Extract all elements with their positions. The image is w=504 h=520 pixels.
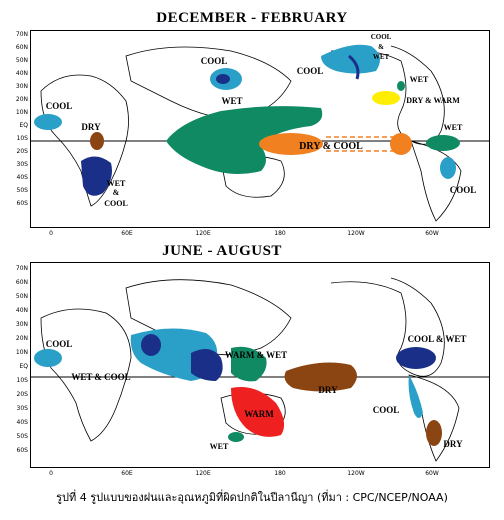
region-dry-cool-sa-coast — [390, 133, 412, 155]
region-wet-gulf — [397, 81, 405, 91]
lat-tick: 40N — [15, 307, 28, 314]
label-amp: & — [378, 43, 384, 51]
lat-tick: 20N — [15, 335, 28, 342]
region-wet-cool-seasia — [191, 349, 223, 381]
lon-tick: 60W — [425, 470, 439, 477]
lat-tick: 50S — [16, 187, 28, 194]
label-cool: COOL — [201, 56, 228, 66]
lon-tick: 0 — [49, 470, 53, 477]
figure-caption: รูปที่ 4 รูปแบบของฝนและอุณหภูมิที่ผิดปกต… — [56, 491, 448, 504]
region-warm-wet — [231, 346, 267, 382]
lat-tick: 10N — [15, 109, 28, 116]
label-wet: WET — [107, 179, 126, 188]
region-dry-warm-se — [372, 91, 400, 105]
lat-tick: 40N — [15, 70, 28, 77]
label-cool: COOL — [46, 339, 73, 349]
lat-tick: EQ — [19, 363, 28, 370]
label-wet: WET — [210, 442, 229, 451]
lat-tick: 40S — [16, 174, 28, 181]
lat-tick: 60N — [15, 44, 28, 51]
lat-tick: 30S — [16, 161, 28, 168]
panel-title-djf: DECEMBER - FEBRUARY — [156, 10, 348, 26]
map-djf-svg: COOL DRY WET & COOL COOL WET DRY & COOL … — [31, 33, 489, 222]
lon-tick: 120E — [195, 230, 211, 237]
lon-tick: 0 — [49, 230, 53, 237]
label-warm-wet: WARM & WET — [225, 350, 287, 360]
lat-tick: 20S — [16, 391, 28, 398]
label-dry: DRY — [318, 385, 338, 395]
region-cool-wet-nw — [348, 54, 360, 80]
lat-tick: 20N — [15, 96, 28, 103]
region-wet-nz — [228, 432, 244, 442]
region-cool-wafrica — [34, 349, 62, 367]
region-cool-japan-core — [216, 74, 230, 84]
lon-tick: 120W — [347, 470, 365, 477]
lon-tick: 120W — [347, 230, 365, 237]
lat-tick: 10S — [16, 135, 28, 142]
map-djf: COOL DRY WET & COOL COOL WET DRY & COOL … — [30, 30, 490, 228]
lat-tick: 20S — [16, 148, 28, 155]
lon-tick: 60E — [121, 230, 133, 237]
lon-tick: 60E — [121, 470, 133, 477]
panel-title-jja: JUNE - AUGUST — [162, 243, 282, 259]
lat-tick: 50N — [15, 57, 28, 64]
label-dry: DRY — [443, 439, 463, 449]
lat-tick: 30S — [16, 405, 28, 412]
region-dry-eafrica — [90, 132, 104, 150]
lat-tick: 10S — [16, 377, 28, 384]
label-cool: COOL — [450, 185, 477, 195]
map-jja-svg: COOL WET & COOL WARM & WET DRY WARM WET … — [31, 277, 489, 462]
label-warm: WARM — [244, 409, 274, 419]
region-wet-samerica — [426, 135, 460, 151]
lat-tick: EQ — [19, 122, 28, 129]
region-wet-cool-india-core — [141, 334, 161, 356]
region-dry-samerica — [426, 420, 442, 446]
region-dry-pacific — [284, 362, 357, 392]
label-cool: COOL — [297, 66, 324, 76]
lon-tick: 180 — [274, 230, 286, 237]
region-dry-cool-pacific — [259, 133, 323, 155]
label-wet: WET — [221, 96, 242, 106]
label-cool: COOL — [373, 405, 400, 415]
region-cool-wet-camerica — [396, 347, 436, 369]
lat-tick: 50S — [16, 433, 28, 440]
region-cool-samerica — [408, 375, 423, 418]
region-wet-cool-safrica — [81, 156, 112, 196]
lat-tick: 50N — [15, 293, 28, 300]
lat-tick: 10N — [15, 349, 28, 356]
region-wet-maritime — [166, 106, 323, 175]
region-cool-samerica — [440, 157, 456, 179]
label-wet: WET — [410, 75, 429, 84]
lon-tick: 120E — [195, 470, 211, 477]
lat-tick: 30N — [15, 321, 28, 328]
lat-tick: 60S — [16, 200, 28, 207]
lat-tick: 30N — [15, 83, 28, 90]
label-cool: COOL — [371, 33, 392, 41]
lat-tick: 60N — [15, 279, 28, 286]
lon-tick: 60W — [425, 230, 439, 237]
region-warm-australia — [231, 387, 285, 437]
label-wet: WET — [444, 123, 463, 132]
label-dry-warm: DRY & WARM — [406, 96, 460, 105]
label-wet: WET — [373, 53, 390, 61]
map-jja: COOL WET & COOL WARM & WET DRY WARM WET … — [30, 262, 490, 468]
lat-tick: 40S — [16, 419, 28, 426]
lat-tick: 70N — [15, 265, 28, 272]
label-cool: COOL — [104, 199, 128, 208]
lat-tick: 70N — [15, 31, 28, 38]
label-amp: & — [113, 188, 120, 197]
lat-tick: 60S — [16, 447, 28, 454]
label-dry-cool: DRY & COOL — [299, 141, 363, 152]
label-cool-wet: COOL & WET — [408, 334, 467, 344]
lon-tick: 180 — [274, 470, 286, 477]
label-dry: DRY — [81, 122, 101, 132]
region-cool-wafrica — [34, 114, 62, 130]
label-wet-cool: WET & COOL — [71, 372, 130, 382]
label-cool: COOL — [46, 101, 73, 111]
